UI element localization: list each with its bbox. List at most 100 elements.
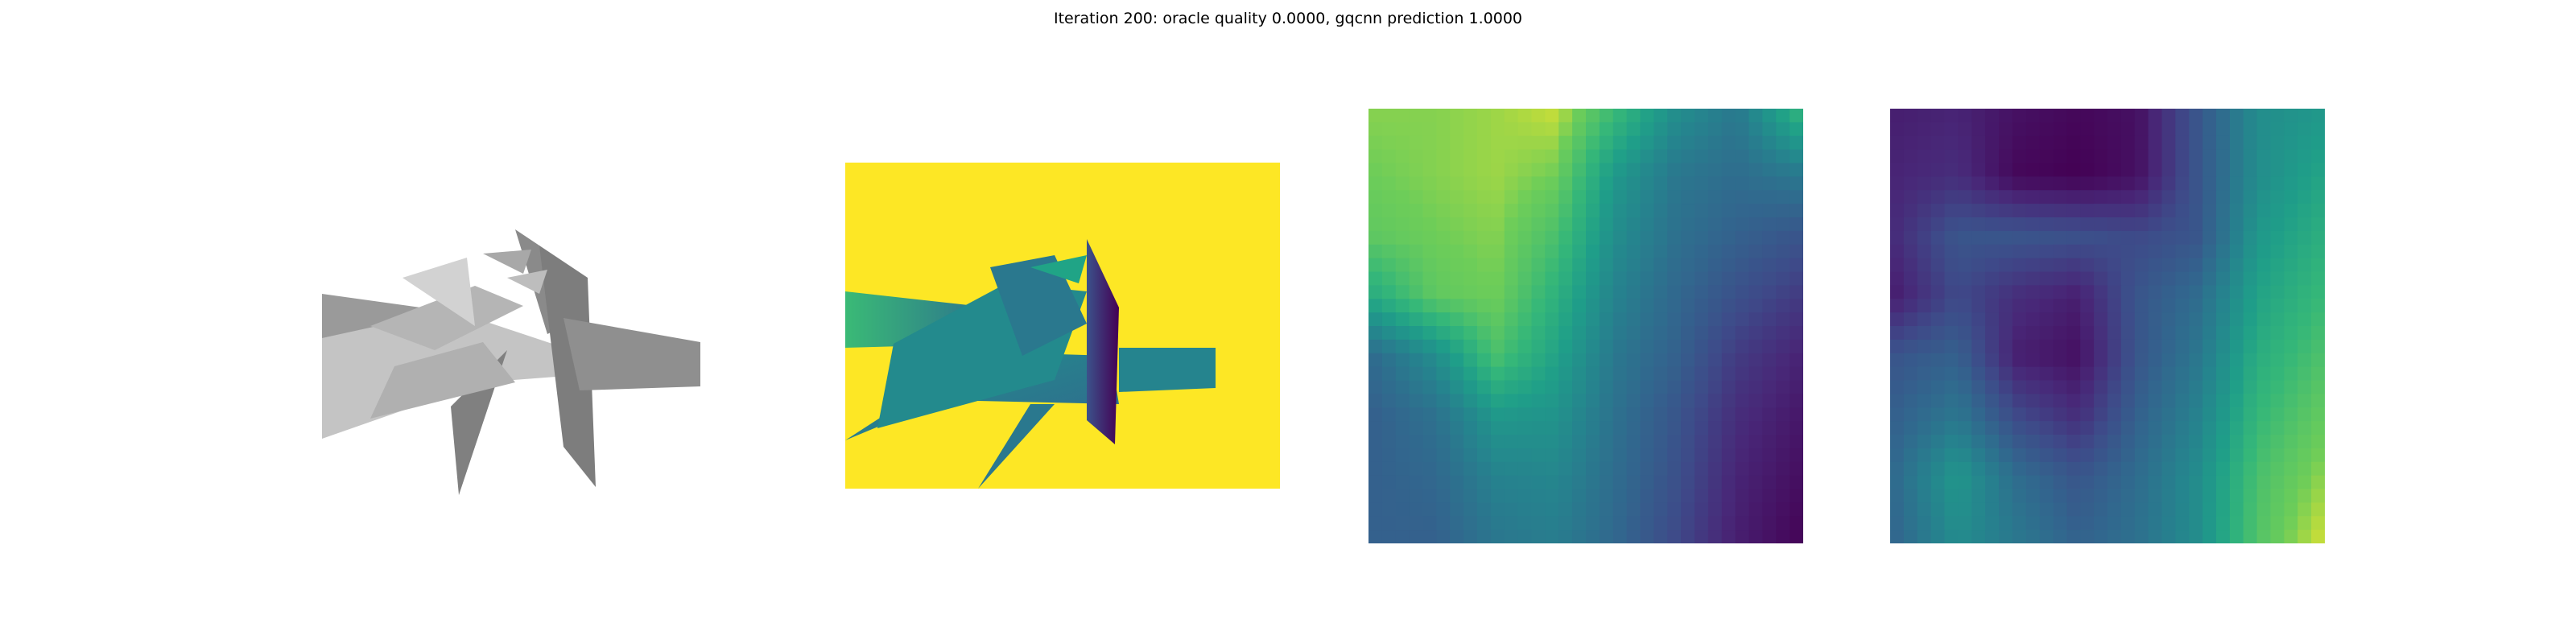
heatmap-cell <box>1776 271 1790 286</box>
heatmap-cell <box>1572 421 1587 436</box>
heatmap-cell <box>1517 380 1533 394</box>
heatmap-cell <box>1409 516 1424 530</box>
heatmap-cell <box>2229 394 2244 408</box>
heatmap-cell <box>1599 244 1614 259</box>
heatmap-cell <box>2284 285 2298 299</box>
heatmap-cell <box>1586 244 1600 259</box>
heatmap-cell <box>2134 204 2149 218</box>
heatmap-cell <box>1409 407 1424 422</box>
heatmap-cell <box>1395 204 1410 218</box>
heatmap-cell <box>2229 230 2244 246</box>
heatmap-cell <box>1586 407 1600 422</box>
heatmap-cell <box>1626 448 1641 463</box>
heatmap-cell <box>2161 489 2176 503</box>
heatmap-cell <box>1422 394 1437 408</box>
heatmap-cell <box>1504 394 1519 408</box>
heatmap-cell <box>1776 230 1790 246</box>
heatmap-cell <box>1681 421 1695 436</box>
heatmap-cell <box>2025 380 2041 394</box>
depth-image-panel <box>845 163 1280 489</box>
heatmap-cell <box>1667 516 1682 530</box>
heatmap-cell <box>2066 135 2081 151</box>
heatmap-cell <box>1958 109 1972 123</box>
heatmap-cell <box>2134 448 2149 463</box>
heatmap-cell <box>1999 135 2013 151</box>
heatmap-cell <box>1504 435 1519 449</box>
heatmap-cell <box>2270 312 2285 327</box>
heatmap-cell <box>2107 407 2122 422</box>
heatmap-cell <box>1381 299 1397 313</box>
heatmap-cell <box>2243 435 2258 449</box>
heatmap-cell <box>2189 122 2203 137</box>
heatmap-cell <box>1707 353 1723 368</box>
heatmap-cell <box>1463 448 1478 463</box>
heatmap-cell <box>1368 339 1383 354</box>
heatmap-cell <box>1586 190 1600 204</box>
heatmap-cell <box>2148 176 2163 191</box>
heatmap-cell <box>1707 394 1723 408</box>
heatmap-cell <box>1903 163 1918 177</box>
heatmap-cell <box>2243 271 2258 286</box>
heatmap-cell <box>1626 421 1641 436</box>
heatmap-cell <box>1436 271 1451 286</box>
heatmap-cell <box>1477 149 1492 164</box>
heatmap-cell <box>1653 271 1668 286</box>
heatmap-cell <box>1890 407 1905 422</box>
heatmap-cell <box>2012 489 2027 503</box>
heatmap-cell <box>1930 339 1946 354</box>
heatmap-cell <box>2107 421 2122 436</box>
heatmap-cell <box>2175 149 2190 164</box>
heatmap-cell <box>2297 109 2312 123</box>
heatmap-cell <box>1586 217 1600 232</box>
heatmap-cell <box>2066 421 2081 436</box>
heatmap-cell <box>2270 163 2285 177</box>
heatmap-cell <box>2107 244 2122 259</box>
heatmap-cell <box>1748 530 1763 543</box>
heatmap-cell <box>1762 421 1777 436</box>
heatmap-cell <box>1917 530 1932 543</box>
heatmap-cell <box>1681 461 1695 477</box>
heatmap-cell <box>2175 204 2190 218</box>
heatmap-cell <box>1790 190 1803 204</box>
heatmap-cell <box>1681 502 1695 517</box>
heatmap-cell <box>2120 135 2136 151</box>
heatmap-cell <box>1436 190 1451 204</box>
heatmap-cell <box>1707 135 1723 151</box>
heatmap-cell <box>1517 204 1533 218</box>
heatmap-cell <box>1612 163 1628 177</box>
heatmap-cell <box>1599 530 1614 543</box>
heatmap-cell <box>1917 204 1932 218</box>
heatmap-cell <box>2229 122 2244 137</box>
heatmap-cell <box>1890 502 1905 517</box>
heatmap-cell <box>2053 366 2067 382</box>
heatmap-cell <box>2080 339 2095 354</box>
heatmap-cell <box>2120 516 2136 530</box>
heatmap-cell <box>1721 530 1736 543</box>
heatmap-cell <box>2229 135 2244 151</box>
heatmap-cell <box>2107 516 2122 530</box>
heatmap-cell <box>2256 339 2272 354</box>
heatmap-cell <box>1930 312 1946 327</box>
heatmap-cell <box>2094 122 2108 137</box>
heatmap-cell <box>1985 475 2000 490</box>
heatmap-cell <box>1626 163 1641 177</box>
heatmap-cell <box>1985 353 2000 368</box>
heatmap-cell <box>1572 258 1587 273</box>
heatmap-cell <box>1971 163 1986 177</box>
heatmap-cell <box>2012 135 2027 151</box>
heatmap-cell <box>2012 312 2027 327</box>
heatmap-cell <box>1790 407 1803 422</box>
heatmap-cell <box>1409 299 1424 313</box>
heatmap-cell <box>1985 407 2000 422</box>
heatmap-cell <box>1681 339 1695 354</box>
heatmap-cell <box>1572 353 1587 368</box>
heatmap-cell <box>2053 380 2067 394</box>
heatmap-cell <box>2311 258 2325 273</box>
heatmap-cell <box>2297 435 2312 449</box>
heatmap-cell <box>1450 258 1464 273</box>
heatmap-cell <box>1681 489 1695 503</box>
heatmap-cell <box>1971 366 1986 382</box>
heatmap-cell <box>2148 244 2163 259</box>
heatmap-cell <box>1368 366 1383 382</box>
heatmap-cell <box>1944 407 1959 422</box>
